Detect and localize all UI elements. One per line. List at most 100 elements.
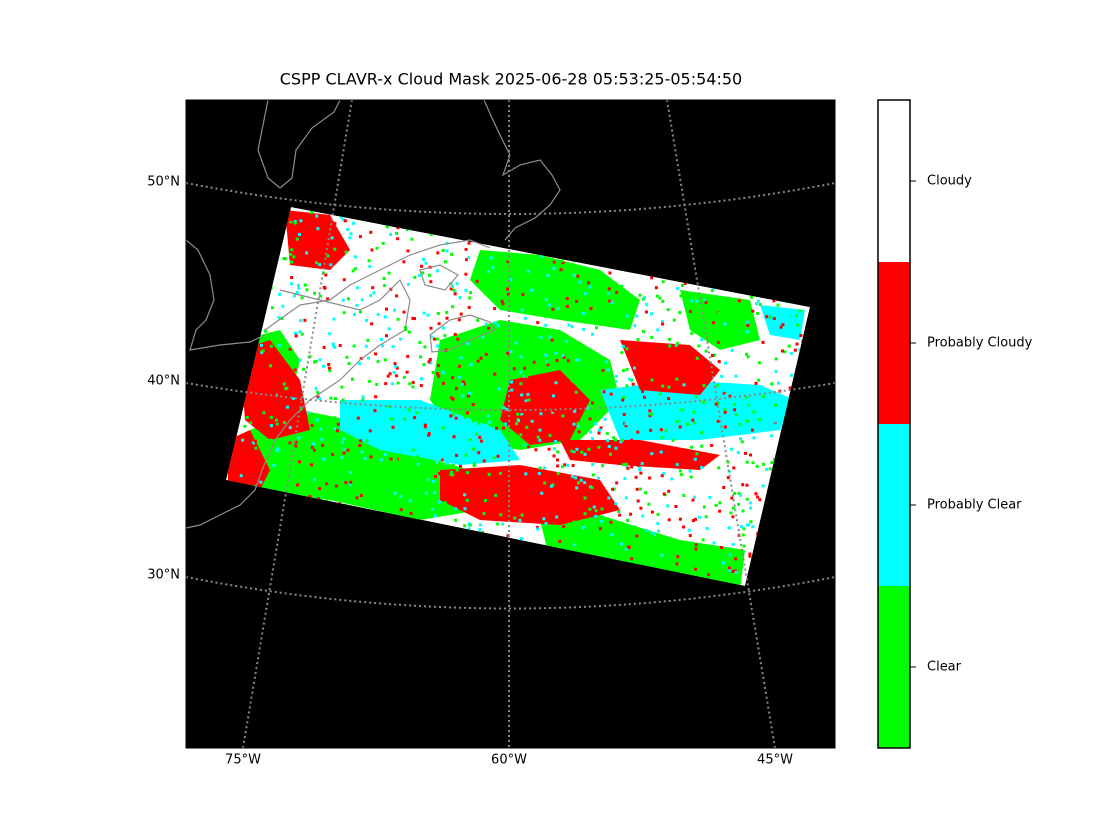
mask-speckle	[364, 344, 368, 348]
mask-speckle	[622, 395, 626, 399]
mask-speckle	[491, 395, 495, 399]
mask-speckle	[702, 400, 705, 404]
mask-speckle	[690, 299, 694, 303]
mask-speckle	[256, 476, 260, 480]
mask-speckle	[564, 339, 568, 343]
mask-speckle	[294, 444, 298, 448]
mask-speckle	[534, 269, 538, 273]
mask-speckle	[489, 256, 493, 260]
mask-speckle	[552, 267, 556, 270]
mask-speckle	[300, 458, 304, 462]
mask-speckle	[544, 323, 548, 327]
mask-speckle	[352, 344, 356, 348]
mask-speckle	[433, 514, 437, 518]
mask-speckle	[770, 382, 774, 386]
mask-speckle	[457, 364, 461, 368]
mask-speckle	[549, 391, 553, 395]
mask-speckle	[366, 338, 370, 342]
mask-speckle	[635, 314, 639, 318]
mask-speckle	[651, 387, 655, 391]
mask-speckle	[532, 381, 536, 385]
mask-speckle	[554, 351, 558, 355]
mask-speckle	[243, 433, 247, 436]
mask-speckle	[581, 312, 585, 315]
colorbar-segment	[878, 100, 910, 262]
mask-speckle	[457, 318, 461, 322]
mask-speckle	[427, 458, 430, 462]
mask-speckle	[441, 249, 445, 252]
mask-speckle	[321, 443, 325, 447]
mask-speckle	[556, 306, 560, 310]
mask-speckle	[313, 478, 316, 482]
mask-speckle	[371, 482, 374, 486]
mask-speckle	[486, 270, 490, 273]
mask-speckle	[761, 340, 765, 344]
mask-speckle	[561, 465, 565, 469]
mask-speckle	[487, 326, 491, 330]
mask-speckle	[540, 491, 544, 495]
mask-speckle	[293, 221, 297, 225]
mask-speckle	[372, 291, 376, 295]
mask-speckle	[341, 440, 344, 444]
mask-speckle	[703, 298, 706, 302]
mask-speckle	[326, 493, 330, 497]
mask-region	[680, 290, 760, 350]
mask-speckle	[531, 475, 535, 479]
mask-speckle	[724, 361, 727, 365]
mask-speckle	[551, 394, 555, 398]
mask-speckle	[694, 567, 698, 571]
mask-speckle	[341, 298, 345, 302]
mask-speckle	[459, 312, 463, 316]
mask-speckle	[396, 317, 400, 321]
mask-speckle	[532, 360, 536, 364]
mask-speckle	[352, 221, 355, 225]
mask-speckle	[748, 554, 752, 558]
mask-speckle	[298, 233, 301, 236]
mask-speckle	[568, 413, 572, 417]
mask-speckle	[484, 499, 487, 502]
mask-speckle	[388, 372, 392, 376]
mask-speckle	[276, 447, 280, 451]
mask-speckle	[380, 427, 384, 431]
mask-speckle	[745, 317, 749, 321]
mask-speckle	[718, 501, 722, 505]
mask-speckle	[407, 408, 411, 412]
mask-speckle	[660, 453, 664, 456]
mask-speckle	[633, 559, 636, 563]
mask-speckle	[278, 292, 282, 296]
mask-speckle	[288, 223, 292, 227]
mask-speckle	[345, 355, 349, 359]
mask-region	[240, 340, 310, 440]
mask-speckle	[555, 268, 559, 272]
mask-speckle	[731, 569, 735, 573]
lon-label: 45°W	[757, 753, 793, 768]
mask-speckle	[609, 392, 613, 396]
mask-speckle	[322, 345, 326, 349]
mask-speckle	[556, 450, 560, 454]
mask-speckle	[587, 488, 591, 492]
mask-speckle	[482, 512, 486, 516]
mask-speckle	[407, 282, 410, 286]
mask-speckle	[591, 437, 594, 441]
mask-speckle	[407, 330, 411, 334]
mask-speckle	[486, 338, 489, 342]
mask-speckle	[386, 374, 390, 378]
mask-speckle	[536, 435, 540, 439]
mask-speckle	[698, 566, 702, 570]
mask-speckle	[261, 349, 265, 353]
mask-speckle	[739, 437, 742, 441]
mask-speckle	[358, 444, 362, 447]
mask-speckle	[604, 360, 608, 364]
mask-speckle	[351, 377, 354, 381]
mask-speckle	[493, 372, 497, 376]
mask-speckle	[472, 464, 476, 468]
mask-speckle	[644, 380, 648, 384]
mask-speckle	[426, 313, 430, 317]
mask-speckle	[484, 352, 488, 356]
mask-speckle	[289, 282, 293, 286]
mask-speckle	[288, 441, 292, 445]
mask-speckle	[639, 471, 643, 475]
mask-speckle	[422, 311, 426, 315]
mask-speckle	[516, 412, 520, 416]
